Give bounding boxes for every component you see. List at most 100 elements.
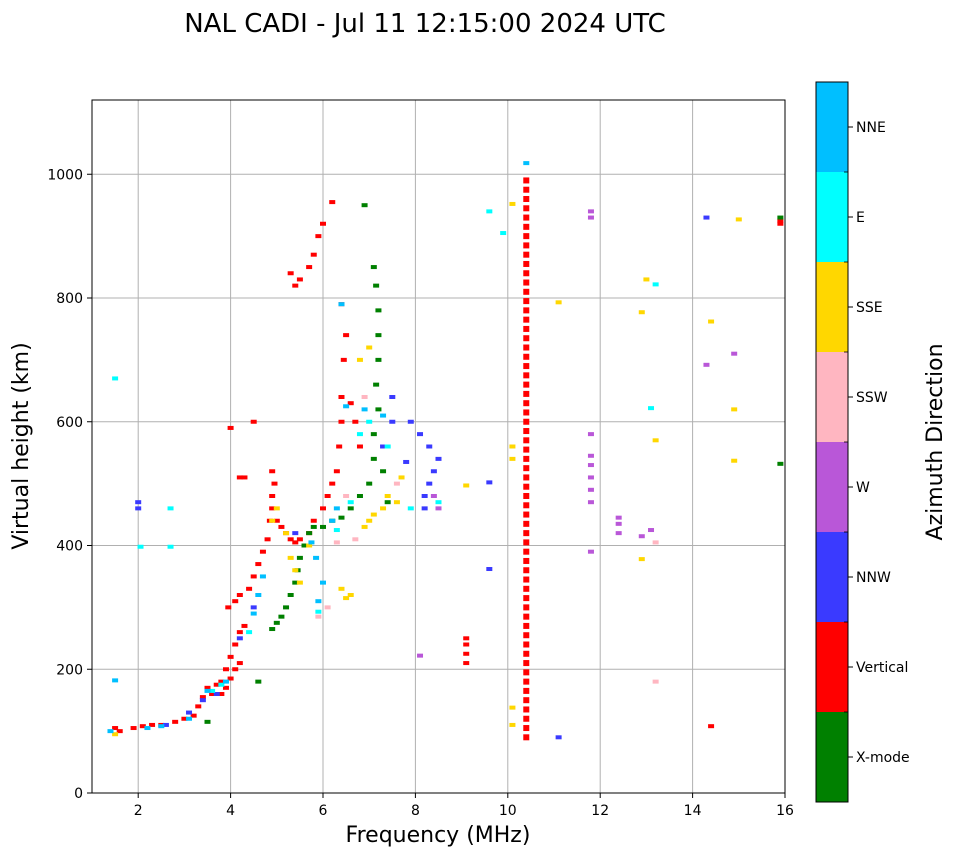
x-tick-label: 4 (226, 803, 235, 819)
data-point-vertical-column (523, 270, 530, 277)
data-point-vertical (209, 692, 216, 696)
data-point-sse (338, 586, 345, 591)
data-point-w (648, 528, 655, 533)
data-point-vertical (296, 537, 303, 542)
y-tick-label: 200 (56, 662, 83, 678)
data-point-vertical (236, 593, 243, 597)
data-point-sse (509, 444, 516, 449)
data-point-vertical-column (523, 622, 530, 629)
x-axis-label: Frequency (MHz) (346, 823, 531, 848)
data-point-vertical-column (523, 307, 530, 314)
colorbar: X-mode Vertical NNW W SSW SSE E NNE (815, 81, 910, 803)
data-point-x-mode (373, 382, 380, 387)
plot-area (92, 100, 785, 793)
data-point-e (384, 444, 391, 449)
data-point-vertical (269, 494, 276, 498)
data-point-nnw (380, 444, 387, 449)
data-point-vertical (232, 642, 239, 647)
data-point-vertical-column (523, 725, 530, 732)
data-point-x-mode (292, 580, 299, 585)
data-point-w (587, 432, 594, 437)
data-point-vertical (273, 518, 280, 523)
data-point-nne (250, 611, 257, 616)
data-point-vertical-column (523, 715, 530, 722)
data-point-x-mode (204, 719, 211, 724)
data-point-vertical-column (523, 279, 530, 286)
y-tick-label: 1000 (47, 167, 83, 183)
data-point-ssw (324, 605, 331, 610)
data-point-vertical (315, 234, 322, 239)
data-point-x-mode (347, 506, 354, 511)
x-tick-label: 14 (684, 803, 702, 819)
data-point-vertical (271, 481, 278, 486)
data-point-nnw (426, 481, 433, 486)
data-point-w (587, 549, 594, 554)
data-point-nnw (135, 506, 142, 511)
data-point-vertical (278, 524, 285, 529)
data-point-vertical (264, 537, 271, 542)
data-point-vertical-column (523, 511, 530, 518)
data-point-sse (509, 722, 516, 727)
data-point-sse (283, 531, 290, 536)
data-point-vertical-column (523, 409, 530, 416)
data-point-x-mode (338, 515, 345, 520)
data-point-vertical-column (523, 660, 530, 667)
colorbar-tick-label: Vertical (856, 660, 908, 676)
data-point-e (167, 544, 174, 549)
data-point-x-mode (375, 308, 382, 313)
x-axis-ticks: 2 4 6 8 10 12 14 16 (134, 793, 794, 819)
data-point-vertical-column (523, 632, 530, 639)
x-tick-label: 10 (499, 803, 517, 819)
data-point-e (486, 209, 493, 214)
data-point-vertical (204, 685, 211, 690)
data-point-ssw (652, 679, 659, 684)
data-point-x-mode (375, 407, 382, 412)
x-tick-label: 16 (776, 803, 794, 819)
data-point-vertical-column (523, 734, 530, 741)
data-point-vertical (218, 679, 225, 684)
data-point-vertical-column (523, 233, 530, 240)
data-point-sse (708, 319, 715, 324)
data-point-e (333, 528, 340, 533)
data-point-vertical (236, 661, 243, 666)
data-point-e (246, 630, 253, 635)
colorbar-segment (816, 172, 848, 262)
data-point-w (615, 515, 622, 520)
data-point-vertical-column (523, 539, 530, 546)
data-point-nne (107, 729, 114, 734)
data-point-vertical (336, 444, 343, 449)
data-point-sse (398, 475, 405, 480)
data-point-nne (361, 407, 368, 412)
data-point-vertical-column (523, 604, 530, 611)
data-point-vertical (269, 469, 276, 474)
data-point-vertical (227, 676, 234, 681)
data-point-vertical-column (523, 613, 530, 620)
data-point-vertical (324, 494, 331, 498)
data-point-nnw (703, 215, 710, 220)
data-point-nne (222, 679, 229, 684)
data-point-vertical (218, 692, 225, 696)
colorbar-label: Azimuth Direction (923, 343, 948, 540)
data-point-x-mode (296, 555, 303, 560)
data-point-nne (315, 599, 322, 604)
colorbar-tick-label: NNW (856, 570, 891, 586)
data-point-e (112, 376, 119, 381)
data-point-vertical (225, 605, 232, 610)
data-point-vertical (777, 218, 784, 223)
data-point-x-mode (375, 333, 382, 338)
data-point-vertical-column (523, 242, 530, 249)
data-point-e (218, 682, 225, 687)
y-tick-label: 600 (56, 415, 83, 431)
data-point-sse (292, 568, 299, 573)
data-point-x-mode (273, 620, 280, 625)
data-point-sse (643, 277, 650, 282)
plot-frame (91, 99, 786, 794)
colorbar-segment (816, 622, 848, 712)
data-point-e (652, 282, 659, 287)
data-point-vertical (246, 586, 253, 591)
data-point-vertical-column (523, 650, 530, 657)
data-point-sse (509, 705, 516, 710)
data-point-vertical-column (523, 595, 530, 602)
data-point-ssw (361, 395, 368, 399)
data-point-nnw (435, 456, 442, 461)
